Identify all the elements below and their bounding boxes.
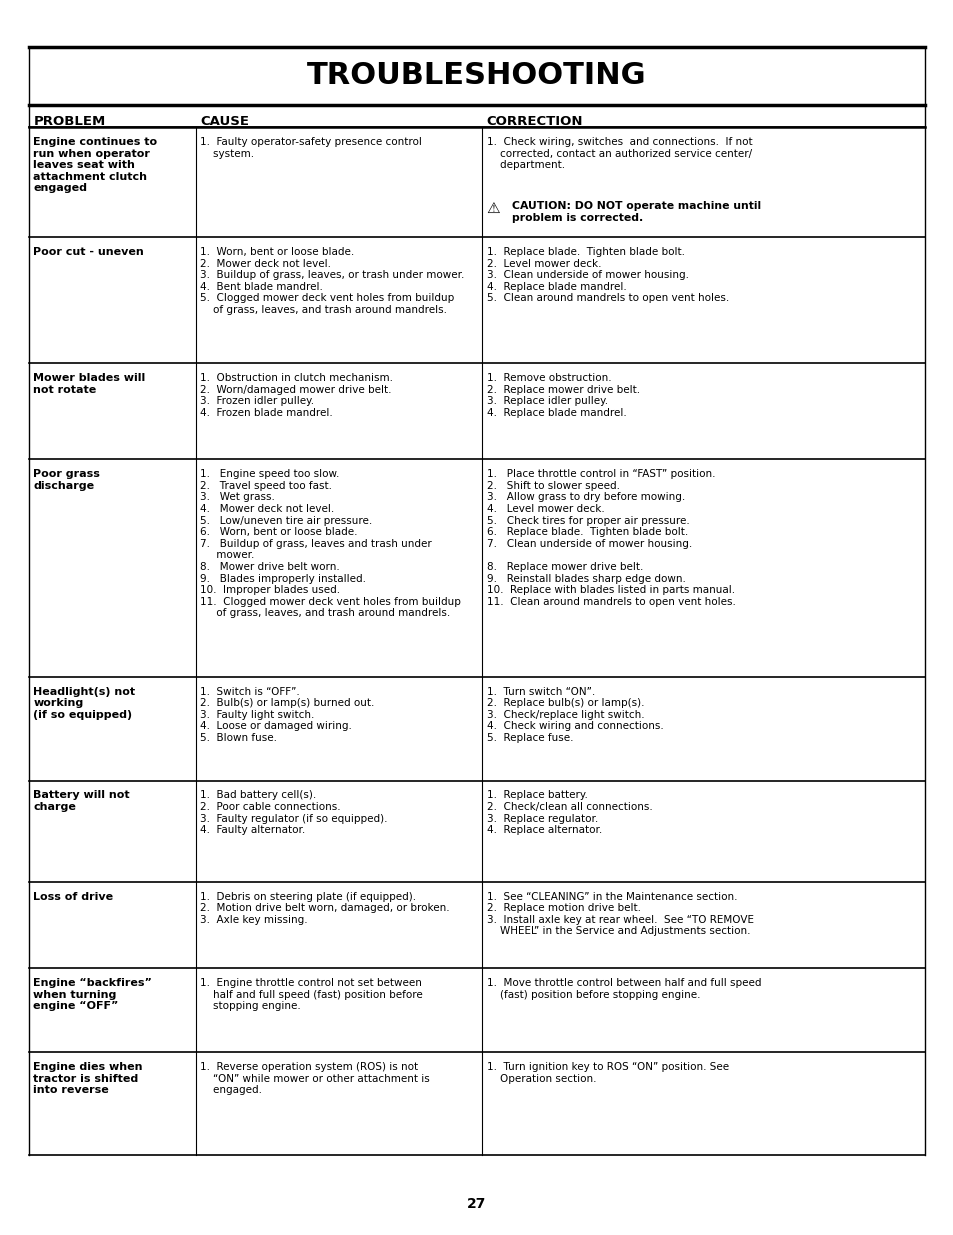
Text: CORRECTION: CORRECTION <box>486 115 582 128</box>
Text: Mower blades will
not rotate: Mower blades will not rotate <box>33 373 146 394</box>
Text: Poor grass
discharge: Poor grass discharge <box>33 469 100 490</box>
Text: CAUTION: DO NOT operate machine until
problem is corrected.: CAUTION: DO NOT operate machine until pr… <box>512 201 760 222</box>
Text: 1.  Faulty operator-safety presence control
    system.: 1. Faulty operator-safety presence contr… <box>200 137 422 158</box>
Text: 1.  Replace battery.
2.  Check/clean all connections.
3.  Replace regulator.
4. : 1. Replace battery. 2. Check/clean all c… <box>486 790 652 835</box>
Text: 1.  Switch is “OFF”.
2.  Bulb(s) or lamp(s) burned out.
3.  Faulty light switch.: 1. Switch is “OFF”. 2. Bulb(s) or lamp(s… <box>200 687 375 743</box>
Text: Engine “backfires”
when turning
engine “OFF”: Engine “backfires” when turning engine “… <box>33 978 152 1011</box>
Text: TROUBLESHOOTING: TROUBLESHOOTING <box>307 61 646 89</box>
Text: 1.  Remove obstruction.
2.  Replace mower drive belt.
3.  Replace idler pulley.
: 1. Remove obstruction. 2. Replace mower … <box>486 373 639 417</box>
Text: CAUSE: CAUSE <box>200 115 249 128</box>
Text: 1.  Check wiring, switches  and connections.  If not
    corrected, contact an a: 1. Check wiring, switches and connection… <box>486 137 751 170</box>
Text: Engine continues to
run when operator
leaves seat with
attachment clutch
engaged: Engine continues to run when operator le… <box>33 137 157 194</box>
Text: Battery will not
charge: Battery will not charge <box>33 790 130 811</box>
Text: 1.  Reverse operation system (ROS) is not
    “ON” while mower or other attachme: 1. Reverse operation system (ROS) is not… <box>200 1062 430 1095</box>
Text: 1.  Move throttle control between half and full speed
    (fast) position before: 1. Move throttle control between half an… <box>486 978 760 999</box>
Text: 1.  Obstruction in clutch mechanism.
2.  Worn/damaged mower drive belt.
3.  Froz: 1. Obstruction in clutch mechanism. 2. W… <box>200 373 393 417</box>
Text: PROBLEM: PROBLEM <box>33 115 106 128</box>
Text: Poor cut - uneven: Poor cut - uneven <box>33 247 144 257</box>
Text: 1.  Replace blade.  Tighten blade bolt.
2.  Level mower deck.
3.  Clean undersid: 1. Replace blade. Tighten blade bolt. 2.… <box>486 247 728 304</box>
Text: ⚠: ⚠ <box>486 201 499 216</box>
Text: 1.  Engine throttle control not set between
    half and full speed (fast) posit: 1. Engine throttle control not set betwe… <box>200 978 422 1011</box>
Text: 1.  Bad battery cell(s).
2.  Poor cable connections.
3.  Faulty regulator (if so: 1. Bad battery cell(s). 2. Poor cable co… <box>200 790 388 835</box>
Text: Engine dies when
tractor is shifted
into reverse: Engine dies when tractor is shifted into… <box>33 1062 143 1095</box>
Text: 1.   Engine speed too slow.
2.   Travel speed too fast.
3.   Wet grass.
4.   Mow: 1. Engine speed too slow. 2. Travel spee… <box>200 469 460 619</box>
Text: 1.  Turn switch “ON”.
2.  Replace bulb(s) or lamp(s).
3.  Check/replace light sw: 1. Turn switch “ON”. 2. Replace bulb(s) … <box>486 687 662 743</box>
Text: Headlight(s) not
working
(if so equipped): Headlight(s) not working (if so equipped… <box>33 687 135 720</box>
Text: 1.  Worn, bent or loose blade.
2.  Mower deck not level.
3.  Buildup of grass, l: 1. Worn, bent or loose blade. 2. Mower d… <box>200 247 464 315</box>
Text: 1.  Debris on steering plate (if equipped).
2.  Motion drive belt worn, damaged,: 1. Debris on steering plate (if equipped… <box>200 892 450 925</box>
Text: 1.  See “CLEANING” in the Maintenance section.
2.  Replace motion drive belt.
3.: 1. See “CLEANING” in the Maintenance sec… <box>486 892 753 936</box>
Text: 1.   Place throttle control in “FAST” position.
2.   Shift to slower speed.
3.  : 1. Place throttle control in “FAST” posi… <box>486 469 735 606</box>
Text: 27: 27 <box>467 1197 486 1212</box>
Text: Loss of drive: Loss of drive <box>33 892 113 902</box>
Text: 1.  Turn ignition key to ROS “ON” position. See
    Operation section.: 1. Turn ignition key to ROS “ON” positio… <box>486 1062 728 1083</box>
